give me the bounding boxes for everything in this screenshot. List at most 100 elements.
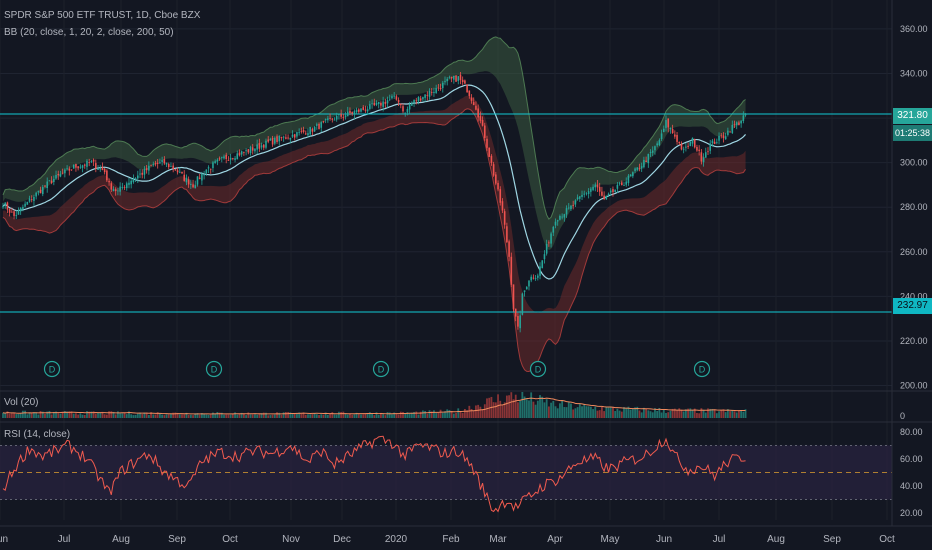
candle[interactable]: [212, 160, 214, 173]
candle[interactable]: [114, 187, 117, 196]
candle[interactable]: [92, 158, 95, 166]
candle[interactable]: [417, 96, 420, 105]
candle[interactable]: [30, 195, 33, 203]
candle[interactable]: [289, 137, 292, 144]
candle[interactable]: [254, 147, 256, 154]
candle[interactable]: [6, 201, 9, 213]
candle[interactable]: [441, 80, 444, 93]
candle[interactable]: [88, 158, 90, 167]
candle[interactable]: [720, 132, 723, 139]
candle[interactable]: [453, 75, 455, 84]
candle[interactable]: [528, 280, 530, 291]
candle[interactable]: [13, 209, 15, 220]
candle[interactable]: [464, 79, 466, 84]
candle[interactable]: [174, 169, 177, 171]
candle[interactable]: [400, 103, 402, 109]
candle[interactable]: [682, 146, 685, 154]
candle[interactable]: [159, 158, 161, 165]
candle[interactable]: [391, 94, 393, 100]
candle[interactable]: [687, 142, 689, 150]
candle[interactable]: [110, 181, 113, 192]
candle[interactable]: [587, 188, 590, 199]
candle[interactable]: [262, 143, 265, 151]
candle[interactable]: [302, 126, 305, 134]
candle[interactable]: [680, 141, 683, 151]
candle[interactable]: [711, 139, 714, 147]
candle[interactable]: [61, 168, 64, 175]
candle[interactable]: [388, 94, 391, 102]
candle[interactable]: [691, 137, 694, 147]
candle[interactable]: [514, 308, 517, 322]
candle[interactable]: [183, 170, 186, 182]
candle[interactable]: [362, 105, 365, 111]
candle[interactable]: [537, 273, 539, 281]
candle[interactable]: [689, 140, 692, 147]
candle[interactable]: [320, 121, 323, 133]
candle[interactable]: [225, 152, 228, 164]
candle[interactable]: [567, 203, 570, 210]
candle[interactable]: [236, 150, 239, 160]
candle[interactable]: [598, 182, 601, 196]
candle[interactable]: [660, 129, 663, 141]
candle[interactable]: [28, 195, 31, 203]
candle[interactable]: [296, 131, 298, 139]
candle[interactable]: [539, 262, 541, 280]
candle[interactable]: [50, 176, 53, 185]
candle[interactable]: [450, 76, 453, 83]
candle[interactable]: [523, 290, 526, 297]
candle[interactable]: [731, 120, 734, 134]
candle[interactable]: [119, 182, 121, 196]
candle[interactable]: [671, 124, 674, 134]
candle[interactable]: [108, 178, 110, 186]
candle[interactable]: [426, 91, 429, 101]
candle[interactable]: [287, 134, 289, 140]
candle[interactable]: [430, 87, 433, 96]
candle[interactable]: [512, 284, 515, 312]
candle[interactable]: [541, 260, 544, 269]
candle[interactable]: [492, 161, 495, 177]
candle[interactable]: [300, 127, 303, 134]
candle[interactable]: [81, 164, 84, 173]
candle[interactable]: [26, 201, 29, 205]
candle[interactable]: [335, 112, 338, 122]
candle[interactable]: [618, 181, 621, 186]
candle[interactable]: [649, 149, 652, 157]
rsi-legend[interactable]: RSI (14, close): [4, 429, 71, 440]
candle[interactable]: [234, 156, 236, 163]
candle[interactable]: [327, 115, 329, 123]
candle[interactable]: [384, 98, 387, 108]
candle[interactable]: [298, 128, 300, 136]
candle[interactable]: [702, 153, 705, 167]
candle[interactable]: [481, 116, 484, 127]
candle[interactable]: [645, 156, 647, 162]
candle[interactable]: [501, 198, 504, 214]
candle[interactable]: [583, 190, 586, 198]
candle[interactable]: [249, 145, 252, 156]
candle[interactable]: [70, 169, 73, 171]
candle[interactable]: [280, 136, 283, 141]
candle[interactable]: [172, 162, 174, 173]
candle[interactable]: [179, 167, 181, 174]
candle[interactable]: [170, 162, 172, 167]
candle[interactable]: [278, 135, 281, 146]
candle[interactable]: [125, 181, 128, 191]
candle[interactable]: [37, 190, 40, 196]
candle[interactable]: [15, 210, 18, 220]
candle[interactable]: [470, 94, 473, 104]
candle[interactable]: [483, 122, 486, 141]
candle[interactable]: [603, 191, 605, 201]
candle[interactable]: [267, 136, 269, 144]
candle[interactable]: [53, 175, 55, 186]
candle[interactable]: [260, 142, 263, 150]
candle[interactable]: [307, 128, 309, 138]
candle[interactable]: [636, 167, 639, 172]
candle[interactable]: [369, 100, 371, 111]
candle[interactable]: [386, 96, 389, 108]
candle[interactable]: [718, 132, 720, 145]
candle[interactable]: [123, 185, 126, 191]
candle[interactable]: [404, 112, 407, 117]
candle[interactable]: [90, 159, 93, 163]
candle[interactable]: [662, 125, 665, 133]
candle[interactable]: [424, 94, 426, 102]
candle[interactable]: [563, 213, 566, 222]
